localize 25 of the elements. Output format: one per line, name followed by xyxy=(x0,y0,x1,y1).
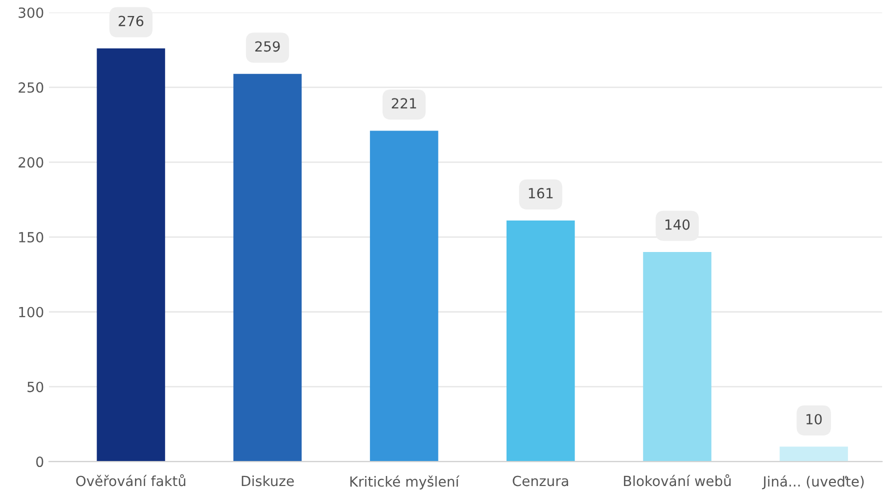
y-tick-label: 50 xyxy=(28,382,44,392)
data-label: 259 xyxy=(255,41,280,52)
data-label: 10 xyxy=(806,414,822,424)
x-tick-label: Kritické myšlení xyxy=(350,475,460,490)
x-tick-label: Ověřování faktů xyxy=(76,474,186,486)
y-tick-label: 250 xyxy=(18,82,44,93)
y-tick-label: 100 xyxy=(19,306,44,318)
data-label: 161 xyxy=(528,188,553,198)
data-label: 276 xyxy=(118,16,144,26)
bar xyxy=(506,220,575,462)
data-label: 221 xyxy=(392,98,416,108)
x-tick-label: Cenzura xyxy=(512,476,568,486)
x-tick-label: Blokování webů xyxy=(624,474,731,486)
y-tick-label: 300 xyxy=(18,7,44,18)
bar xyxy=(643,252,712,462)
y-tick-label: 150 xyxy=(19,232,44,242)
x-tick-label: Jiná... (uveďte) xyxy=(762,475,864,490)
bar xyxy=(96,48,166,462)
bar xyxy=(780,446,848,462)
data-label: 140 xyxy=(666,219,690,230)
bar xyxy=(233,74,302,462)
x-tick-label: Diskuze xyxy=(242,475,294,486)
bar xyxy=(370,130,438,462)
y-tick-label: 200 xyxy=(18,157,44,168)
y-tick-label: 0 xyxy=(36,456,44,468)
